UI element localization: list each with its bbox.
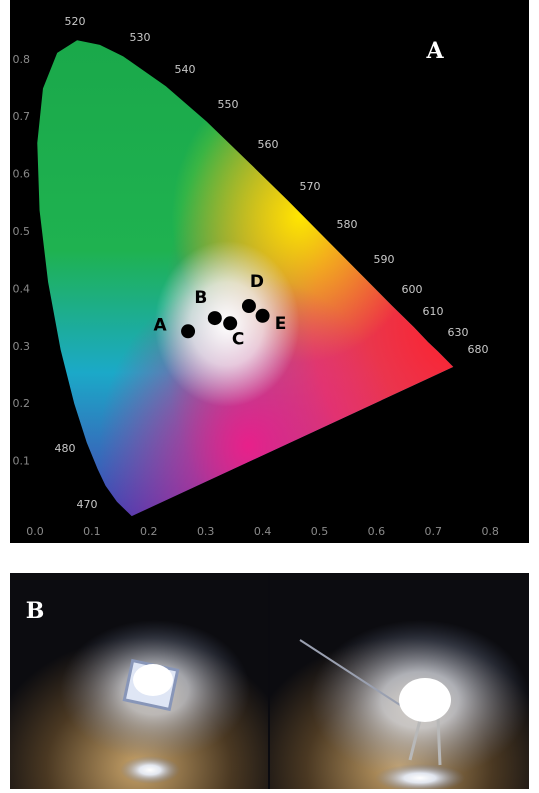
data-point bbox=[242, 299, 256, 313]
point-label: E bbox=[275, 314, 287, 334]
wavelength-label: 470 bbox=[77, 498, 98, 511]
wavelength-label: 520 bbox=[65, 15, 86, 28]
wavelength-label: 600 bbox=[402, 283, 423, 296]
wavelength-label: 580 bbox=[337, 218, 358, 231]
y-tick-label: 0.8 bbox=[13, 53, 31, 66]
x-tick-label: 0.1 bbox=[83, 525, 101, 538]
wavelength-label: 610 bbox=[423, 305, 444, 318]
x-tick-label: 0.0 bbox=[26, 525, 44, 538]
data-point bbox=[208, 311, 222, 325]
y-tick-label: 0.5 bbox=[13, 225, 31, 238]
y-tick-label: 0.4 bbox=[13, 282, 31, 295]
x-tick-label: 0.5 bbox=[311, 525, 329, 538]
data-point bbox=[256, 309, 270, 323]
x-tick-label: 0.8 bbox=[481, 525, 499, 538]
wavelength-label: 680 bbox=[468, 343, 489, 356]
wavelength-label: 540 bbox=[175, 63, 196, 76]
x-tick-label: 0.6 bbox=[368, 525, 386, 538]
data-point bbox=[223, 316, 237, 330]
x-tick-label: 0.3 bbox=[197, 525, 215, 538]
wavelength-label: 590 bbox=[374, 253, 395, 266]
point-label: C bbox=[232, 329, 244, 349]
y-tick-label: 0.2 bbox=[13, 397, 31, 410]
wavelength-label: 560 bbox=[258, 138, 279, 151]
y-tick-label: 0.6 bbox=[13, 168, 31, 181]
x-tick-label: 0.4 bbox=[254, 525, 272, 538]
point-label: A bbox=[153, 315, 167, 335]
y-tick-label: 0.3 bbox=[13, 340, 31, 353]
led-photo-right bbox=[270, 573, 530, 789]
data-point bbox=[181, 324, 195, 338]
led-photo-left bbox=[10, 573, 268, 789]
figure: A 0.0 0.1 0.2 0.3 0.4 0.5 0.6 0.7 0.8 0.1 0.2 0.3 0.… bbox=[0, 0, 539, 789]
x-tick-label: 0.7 bbox=[425, 525, 443, 538]
wavelength-label: 570 bbox=[300, 180, 321, 193]
wavelength-label: 550 bbox=[218, 98, 239, 111]
wavelength-label: 480 bbox=[55, 442, 76, 455]
wavelength-label: 630 bbox=[448, 326, 469, 339]
y-tick-label: 0.7 bbox=[13, 110, 31, 123]
point-label: D bbox=[250, 272, 264, 292]
wavelength-label: 530 bbox=[130, 31, 151, 44]
panel-label: A bbox=[425, 38, 444, 64]
x-tick-label: 0.2 bbox=[140, 525, 158, 538]
y-tick-label: 0.1 bbox=[13, 455, 31, 468]
panel-label: B bbox=[26, 598, 45, 624]
point-label: B bbox=[194, 288, 207, 308]
